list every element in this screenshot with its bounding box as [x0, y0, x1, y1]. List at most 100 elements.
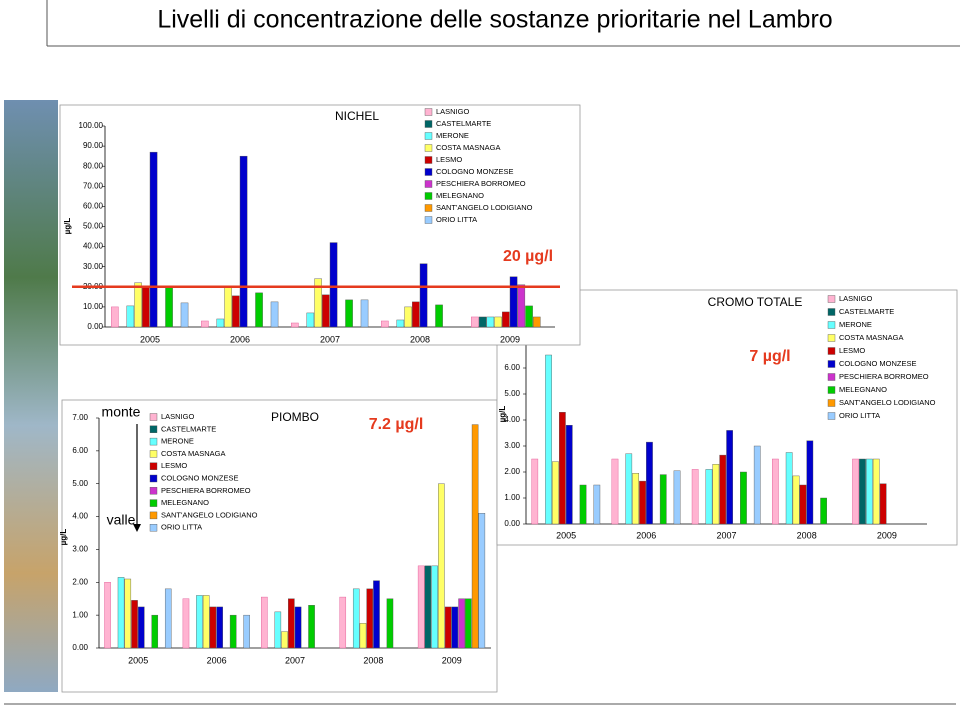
y-tick-label: 0.00	[504, 519, 520, 528]
bar	[329, 242, 338, 328]
bar	[373, 580, 380, 649]
bar	[866, 458, 873, 525]
bar	[339, 596, 347, 649]
legend-swatch	[827, 295, 836, 303]
bar	[611, 458, 619, 525]
legend-label: COLOGNO MONZESE	[161, 473, 239, 482]
bar	[274, 611, 282, 649]
bar	[438, 483, 445, 649]
legend-label: MERONE	[161, 437, 194, 446]
legend-swatch	[424, 144, 433, 152]
slide-title: Livelli di concentrazione delle sostanze…	[157, 6, 832, 34]
bar	[111, 306, 119, 328]
bar	[719, 454, 727, 525]
anno-threshold: 7 µg/l	[749, 348, 790, 365]
bar	[646, 441, 653, 525]
bar	[417, 565, 425, 649]
bar	[872, 458, 880, 525]
legend-swatch	[149, 511, 158, 520]
bar	[209, 606, 217, 649]
bar	[201, 320, 209, 328]
bar	[345, 299, 353, 328]
legend-swatch	[827, 412, 836, 420]
bar	[565, 425, 573, 525]
x-tick-label: 2006	[636, 530, 656, 540]
bar	[593, 484, 601, 525]
bar	[419, 263, 428, 328]
bar	[314, 278, 322, 328]
x-tick-label: 2008	[797, 530, 817, 540]
bar	[820, 497, 827, 525]
bar	[151, 614, 159, 649]
legend-swatch	[424, 156, 433, 164]
bar	[224, 286, 232, 328]
y-tick-label: 4.00	[72, 512, 88, 521]
bar	[691, 469, 699, 525]
y-tick-label: 80.00	[83, 161, 104, 170]
legend-label: CASTELMARTE	[436, 119, 491, 128]
y-tick-label: 3.00	[504, 441, 520, 450]
bar	[131, 600, 138, 649]
bar	[625, 453, 633, 525]
legend-label: SANT'ANGELO LODIGIANO	[839, 398, 936, 407]
legend-swatch	[424, 168, 433, 176]
x-tick-label: 2009	[877, 530, 897, 540]
bar	[659, 474, 667, 525]
bar	[216, 606, 223, 649]
bar	[124, 578, 132, 649]
bar	[255, 292, 263, 328]
bar	[632, 473, 640, 525]
bar	[322, 294, 330, 328]
bar	[308, 605, 315, 649]
bar	[639, 480, 646, 525]
bar	[435, 304, 443, 328]
legend-label: ORIO LITTA	[436, 215, 477, 224]
legend-swatch	[149, 499, 158, 507]
bar	[232, 295, 240, 328]
y-axis-label: µg/L	[59, 529, 68, 546]
bar	[852, 458, 859, 525]
bar	[494, 316, 502, 328]
y-tick-label: 90.00	[83, 141, 104, 150]
bar	[545, 354, 552, 525]
legend-label: COSTA MASNAGA	[436, 143, 500, 152]
legend-label: MELEGNANO	[161, 498, 209, 507]
legend-label: LESMO	[161, 461, 187, 470]
y-tick-label: 3.00	[72, 545, 88, 554]
bar	[465, 598, 472, 649]
bar	[134, 282, 142, 328]
bar	[281, 631, 288, 649]
bar	[352, 588, 360, 649]
bar	[359, 623, 367, 649]
bar	[104, 582, 111, 649]
y-tick-label: 4.00	[504, 415, 520, 424]
bar	[196, 595, 203, 649]
x-tick-label: 2007	[320, 334, 340, 344]
bar	[712, 464, 720, 525]
legend-label: CASTELMARTE	[839, 307, 894, 316]
bar	[478, 513, 486, 649]
x-tick-label: 2005	[556, 530, 576, 540]
legend-swatch	[424, 180, 433, 188]
legend-swatch	[424, 108, 433, 116]
legend-swatch	[424, 216, 433, 224]
legend-swatch	[149, 462, 158, 470]
y-tick-label: 70.00	[83, 181, 104, 190]
bar	[579, 484, 587, 525]
bar	[726, 430, 733, 525]
legend-label: LESMO	[839, 346, 865, 355]
bar	[229, 614, 237, 649]
x-tick-label: 2008	[363, 655, 383, 665]
y-tick-label: 5.00	[504, 389, 520, 398]
bar	[360, 299, 369, 328]
y-tick-label: 2.00	[72, 577, 88, 586]
y-tick-label: 0.00	[72, 643, 88, 652]
bar	[412, 301, 420, 328]
bar	[180, 302, 189, 328]
x-tick-label: 2005	[140, 334, 160, 344]
bar	[142, 286, 150, 328]
legend-label: SANT'ANGELO LODIGIANO	[436, 203, 533, 212]
bar	[471, 316, 479, 328]
bar	[239, 155, 248, 328]
